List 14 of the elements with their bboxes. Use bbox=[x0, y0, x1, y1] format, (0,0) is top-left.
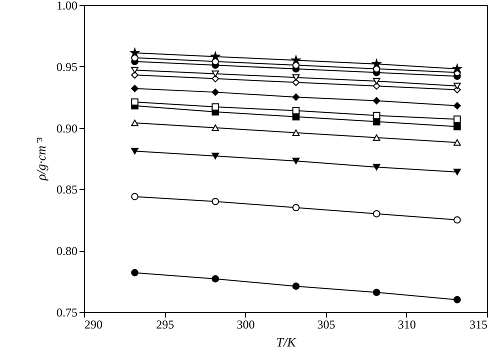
y-axis-title: ρ/g·cm⁻³ bbox=[34, 136, 48, 182]
x-axis-title: T/K bbox=[276, 334, 298, 350]
x-tick-label: 310 bbox=[398, 318, 416, 332]
x-tick-label: 295 bbox=[156, 318, 174, 332]
y-tick-label: 0.85 bbox=[56, 182, 78, 197]
x-tick-label: 305 bbox=[317, 318, 336, 332]
x-tick-label: 290 bbox=[84, 318, 102, 332]
y-tick-label: 0.90 bbox=[56, 121, 78, 136]
x-tick-label: 315 bbox=[470, 318, 488, 332]
y-tick-label: 1.00 bbox=[56, 0, 78, 12]
y-tick-label: 0.95 bbox=[56, 60, 78, 74]
x-tick-label: 300 bbox=[236, 318, 255, 332]
y-tick-label: 0.75 bbox=[56, 306, 78, 320]
y-tick-label: 0.80 bbox=[56, 244, 78, 258]
